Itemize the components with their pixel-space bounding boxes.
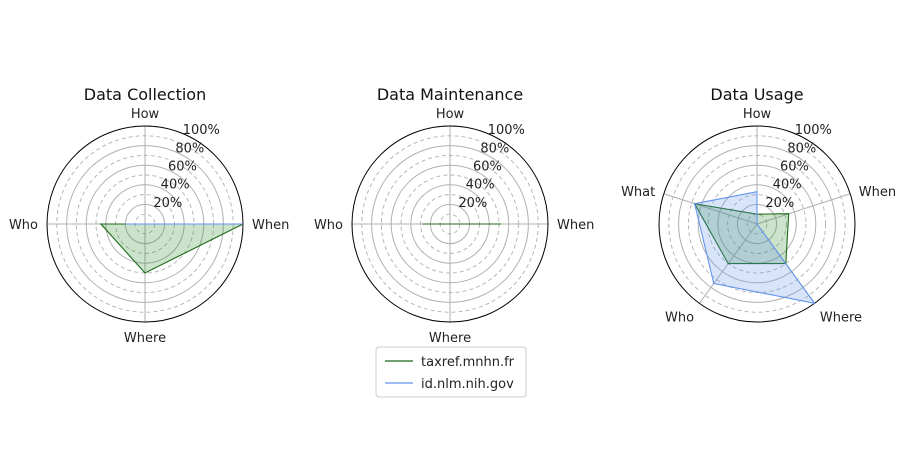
grid-ring — [707, 174, 807, 274]
legend-label-nlm: id.nlm.nih.gov — [421, 377, 514, 392]
radial-tick-label: 80% — [787, 141, 816, 156]
category-label: Who — [665, 311, 694, 326]
category-label: Who — [314, 218, 343, 233]
radial-tick-label: 60% — [168, 159, 197, 174]
legend: taxref.mnhn.fr id.nlm.nih.gov — [375, 346, 527, 398]
panel-title: Data Maintenance — [377, 85, 523, 104]
grid-spoke — [663, 193, 758, 225]
outer-ring — [351, 125, 549, 323]
radial-tick-label: 20% — [458, 196, 487, 211]
series-area-1 — [99, 223, 244, 274]
legend-label-taxref: taxref.mnhn.fr — [421, 355, 515, 370]
radial-tick-label: 100% — [795, 123, 832, 138]
radial-tick-label: 60% — [780, 159, 809, 174]
category-label: How — [436, 107, 465, 122]
radial-tick-label: 20% — [765, 196, 794, 211]
radar-panel-3: Data Usage 20% 40% 60% 80% 100% When How What Who… — [621, 85, 896, 326]
series-area-1 — [693, 202, 790, 265]
panel-title: Data Collection — [84, 85, 206, 104]
radial-tick-label: 100% — [488, 123, 525, 138]
radar-panel-2: Data Maintenance 20% 40% 60% 80% 100% When How W… — [314, 85, 594, 346]
grid-ring — [727, 194, 787, 254]
radial-tick-label: 100% — [183, 123, 220, 138]
category-label: When — [252, 218, 289, 233]
panel-title: Data Usage — [710, 85, 803, 104]
radial-tick-label: 40% — [466, 178, 495, 193]
outer-ring — [658, 125, 856, 323]
category-label: Where — [124, 331, 166, 346]
radial-tick-label: 40% — [773, 178, 802, 193]
radar-panel-1: Data Collection 20% 40% 60% 80% 100% When How Wh… — [9, 85, 289, 346]
category-label: When — [557, 218, 594, 233]
category-label: How — [743, 107, 772, 122]
category-label: Where — [429, 331, 471, 346]
radial-tick-label: 80% — [175, 141, 204, 156]
radial-tick-label: 40% — [161, 178, 190, 193]
radial-tick-label: 20% — [153, 196, 182, 211]
radial-tick-label: 80% — [480, 141, 509, 156]
legend-frame — [375, 346, 527, 398]
category-label: What — [621, 185, 655, 200]
category-label: Where — [820, 311, 862, 326]
series-area-2 — [693, 191, 816, 305]
category-label: How — [131, 107, 160, 122]
category-label: Who — [9, 218, 38, 233]
category-label: When — [859, 185, 896, 200]
grid-spoke — [756, 193, 851, 225]
radial-tick-label: 60% — [473, 159, 502, 174]
